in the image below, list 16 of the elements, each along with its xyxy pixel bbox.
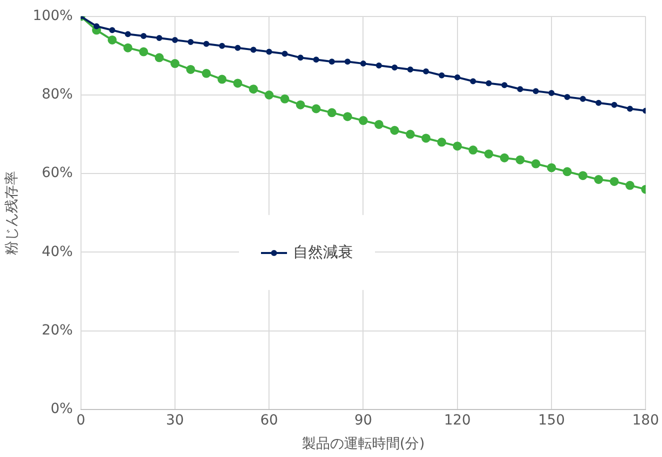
y-tick-label: 60% bbox=[42, 165, 73, 182]
x-tick-label: 0 bbox=[76, 412, 86, 428]
y-tick-label: 40% bbox=[42, 244, 73, 260]
x-tick-label: 150 bbox=[538, 412, 565, 428]
x-tick-label: 180 bbox=[632, 412, 660, 428]
y-tick-label: 100% bbox=[32, 8, 73, 24]
x-tick-label: 120 bbox=[444, 412, 471, 428]
x-tick-label: 60 bbox=[260, 412, 278, 428]
y-axis-title: 粉じん残存率 bbox=[4, 170, 20, 255]
legend-label: 自然減衰 bbox=[292, 243, 353, 262]
x-axis-title: 製品の運転時間(分) bbox=[302, 436, 425, 452]
y-tick-label: 20% bbox=[42, 322, 73, 338]
y-tick-label: 0% bbox=[50, 401, 73, 418]
y-tick-label: 80% bbox=[42, 86, 73, 103]
x-tick-label: 30 bbox=[166, 412, 184, 428]
x-tick-label: 90 bbox=[354, 412, 372, 428]
